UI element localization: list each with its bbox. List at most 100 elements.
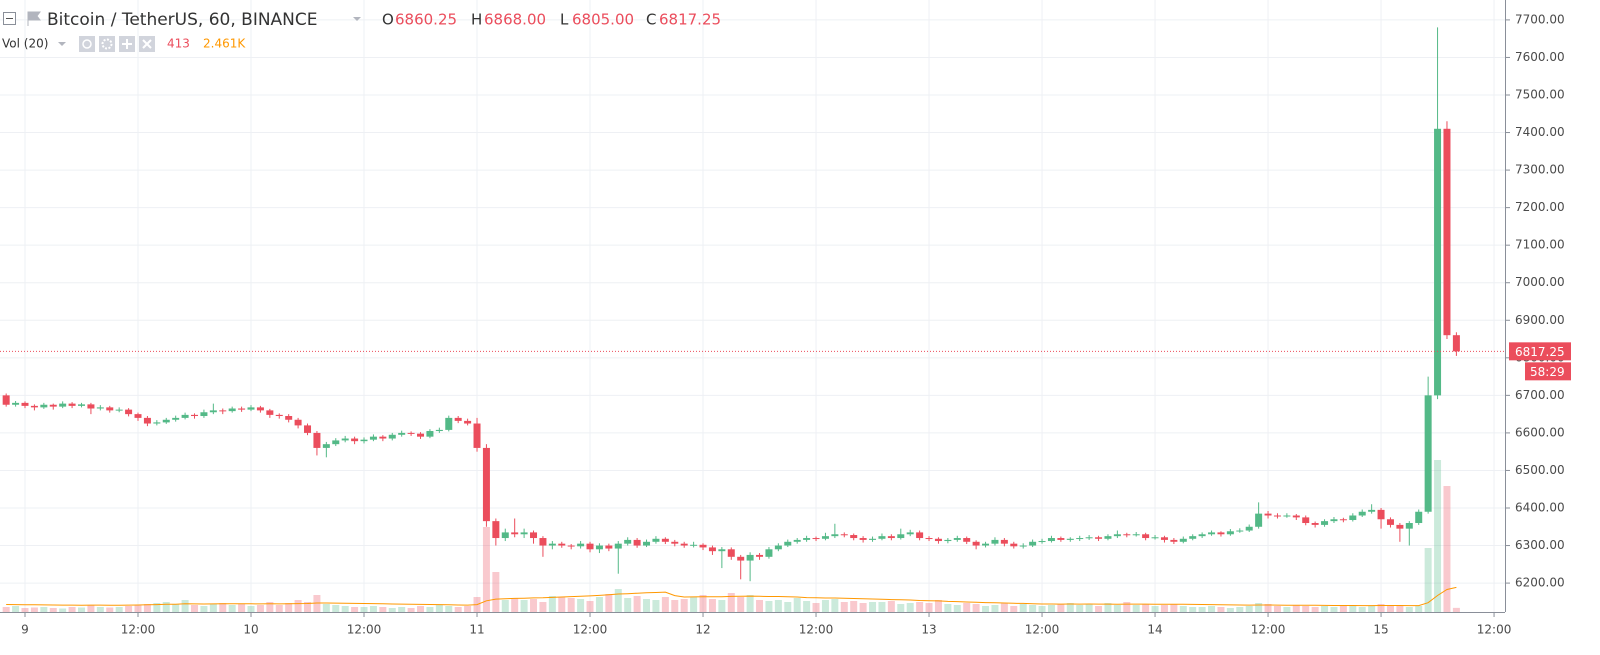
volume-bar (1170, 604, 1178, 612)
candle-body (803, 538, 811, 540)
visibility-button[interactable] (79, 36, 95, 52)
volume-bar (115, 607, 123, 612)
candle-body (134, 414, 142, 418)
candle-body (1123, 534, 1131, 536)
candle-body (558, 543, 566, 546)
volume-bar (1208, 606, 1216, 612)
candle-body (1132, 534, 1140, 536)
volume-bar (671, 600, 679, 612)
volume-bar (661, 597, 669, 612)
volume-bar (756, 600, 764, 612)
candle-body (577, 543, 585, 547)
volume-bar (699, 595, 707, 612)
x-tick-label: 15 (1373, 623, 1388, 637)
volume-bar (1085, 604, 1093, 612)
countdown-label: 58:29 (1530, 365, 1565, 379)
volume-bar (803, 601, 811, 612)
candle-body (812, 538, 820, 540)
candle-body (944, 539, 952, 542)
volume-bar (869, 602, 877, 612)
candle-body (746, 554, 754, 561)
x-tick-label: 12:00 (799, 623, 834, 637)
y-tick-label: 7200.00 (1515, 200, 1565, 214)
candle-body (1358, 511, 1366, 516)
volume-bar (1029, 605, 1037, 612)
volume-bar (1255, 603, 1263, 612)
candle-body (934, 538, 942, 542)
candle-body (972, 541, 980, 546)
settings-button[interactable] (99, 36, 115, 52)
candle-body (87, 404, 95, 409)
candle-body (1189, 536, 1197, 539)
volume-bar (228, 605, 236, 612)
candle-body (30, 405, 38, 408)
volume-bar (1302, 606, 1310, 612)
candle-body (482, 447, 490, 522)
volume-bar (304, 602, 312, 612)
candle-body (1339, 519, 1347, 521)
volume-bar (784, 602, 792, 612)
symbol-title: Bitcoin / TetherUS, 60, BINANCE (47, 10, 318, 30)
candle-body (1076, 538, 1084, 540)
candle-body (209, 410, 217, 413)
volume-bar (586, 601, 594, 612)
symbol-dropdown[interactable] (353, 17, 361, 21)
volume-bar (680, 599, 688, 612)
volume-bar (172, 604, 180, 612)
volume-bar (690, 597, 698, 612)
axes: 6200.00 6300.00 6400.00 6500.00 6600.00 6700.… (21, 12, 1571, 637)
candle-body (388, 434, 396, 439)
candle-body (624, 539, 632, 544)
volume-bar (143, 604, 151, 612)
volume-bar (1443, 486, 1451, 612)
volume-bar (1415, 606, 1423, 612)
volume-dropdown[interactable] (58, 42, 66, 46)
candle-body (12, 402, 20, 405)
volume-bar (916, 602, 924, 612)
candle-body (492, 521, 500, 539)
candle-body (115, 409, 123, 411)
settings-icon (101, 38, 113, 50)
volume-bar (897, 604, 905, 612)
candle-body (332, 440, 340, 445)
volume-bar (454, 607, 462, 612)
candle-body (1434, 128, 1442, 396)
countdown-box (1525, 362, 1571, 381)
flag-icon[interactable] (27, 11, 41, 26)
volume-bar (1113, 605, 1121, 612)
candle-body (869, 538, 877, 540)
volume-bar (59, 608, 67, 612)
volume-bar (850, 601, 858, 612)
candle-body (1142, 534, 1150, 539)
y-tick-label: 6900.00 (1515, 313, 1565, 327)
candle-body (1302, 517, 1310, 524)
volume-bar (1019, 604, 1027, 612)
volume-bar (548, 596, 556, 612)
candle-body (831, 534, 839, 537)
candle-body (341, 438, 349, 441)
candle-body (614, 543, 622, 549)
volume-ma-value: 2.461K (203, 37, 246, 51)
candle-body (200, 412, 208, 417)
y-tick-label: 7400.00 (1515, 125, 1565, 139)
volume-bar (1066, 603, 1074, 612)
candle-body (690, 544, 698, 546)
volume-bar (1226, 608, 1234, 612)
volume-bar (793, 598, 801, 612)
candle-body (680, 543, 688, 546)
candle-body (982, 543, 990, 546)
candle-body (916, 532, 924, 539)
candle-body (511, 532, 519, 535)
x-tick-label: 12 (695, 623, 710, 637)
candle-body (191, 414, 199, 417)
candle-body (426, 431, 434, 437)
ohlc-key: O (382, 11, 394, 29)
volume-bar (191, 605, 199, 612)
candle-body (774, 545, 782, 550)
y-tick-label: 7000.00 (1515, 275, 1565, 289)
candle-body (925, 538, 933, 540)
candle-body (228, 408, 236, 412)
